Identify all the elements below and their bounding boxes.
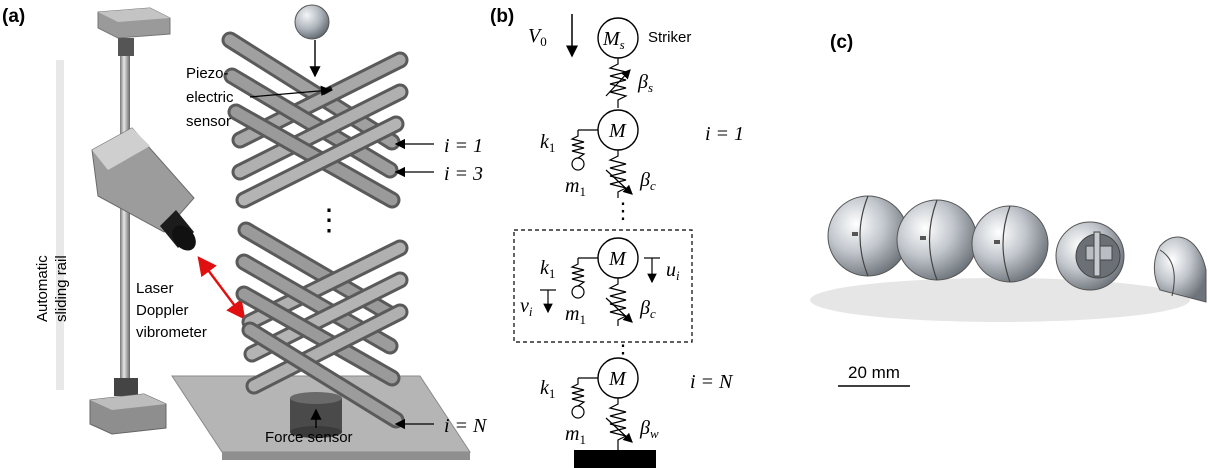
beta-w-symbol: βw bbox=[639, 417, 659, 441]
sphere-2 bbox=[896, 199, 978, 281]
small-mass-unit-n bbox=[571, 405, 585, 419]
force-sensor bbox=[290, 392, 342, 438]
m-unit-1: M bbox=[608, 120, 627, 142]
hemisphere bbox=[1153, 236, 1207, 303]
rod-upper-3 bbox=[223, 67, 399, 179]
unit-i-box bbox=[513, 229, 693, 343]
rod-ellipsis: ⋮ bbox=[314, 204, 344, 237]
rod-stack-lower bbox=[235, 221, 409, 429]
rail-pole bbox=[120, 56, 130, 396]
sphere-shadow bbox=[810, 278, 1190, 322]
m1-unit-n: m1 bbox=[565, 423, 586, 447]
rail-label-sliding: sliding rail bbox=[53, 255, 70, 322]
rod-upper-1 bbox=[221, 31, 401, 151]
spring-k1-unit-1 bbox=[570, 130, 586, 159]
striker-label: Striker bbox=[648, 29, 691, 46]
k1-unit-i: k1 bbox=[540, 257, 555, 281]
spring-beta-c-unit-1 bbox=[605, 150, 633, 198]
spring-k1-unit-n bbox=[570, 378, 586, 407]
laser-beam-arrow bbox=[197, 256, 246, 320]
piezo-label-1: Piezo- bbox=[186, 65, 229, 82]
panel-a: (a) bbox=[2, 4, 488, 460]
index-n-label: i = N bbox=[444, 415, 488, 437]
rail-shadow bbox=[56, 60, 64, 390]
m1-unit-1: m1 bbox=[565, 175, 586, 199]
m1-unit-i: m1 bbox=[565, 303, 586, 327]
small-mass-unit-1 bbox=[571, 157, 585, 171]
m-unit-n: M bbox=[608, 368, 627, 390]
eq-unit-n: i = N bbox=[690, 371, 734, 393]
sphere-1 bbox=[827, 195, 909, 277]
laser-label-2: Doppler bbox=[136, 302, 189, 319]
rod-stack-upper bbox=[221, 31, 409, 209]
index-3-label: i = 3 bbox=[444, 163, 483, 185]
panel-b: (b) V0 Ms Striker βs M i = 1 k1 m1 βc ⋮ bbox=[490, 6, 744, 468]
striker-ball bbox=[294, 4, 330, 40]
eq-unit-1: i = 1 bbox=[705, 123, 744, 145]
force-sensor-bottom bbox=[290, 426, 342, 438]
rail-bottom-face bbox=[90, 394, 166, 410]
force-sensor-top bbox=[290, 392, 342, 404]
base-plate-edge bbox=[222, 452, 470, 460]
k1-unit-1: k1 bbox=[540, 131, 555, 155]
v-symbol: vi bbox=[520, 295, 533, 319]
piezo-label-2: electric bbox=[186, 89, 234, 106]
spring-beta-s bbox=[605, 58, 631, 108]
sphere-3 bbox=[971, 205, 1049, 283]
vibrometer-top bbox=[92, 128, 150, 170]
vibrometer-lens-tip bbox=[172, 225, 196, 251]
chain-ellipsis-top: ⋮ bbox=[612, 198, 634, 223]
laser-vibrometer bbox=[91, 127, 196, 251]
force-sensor-label: Force sensor bbox=[265, 429, 353, 446]
rod-lower-6 bbox=[245, 303, 409, 395]
v0-symbol: V0 bbox=[528, 25, 547, 49]
beta-c-unit-i: βc bbox=[639, 297, 656, 321]
panel-b-label: (b) bbox=[490, 6, 514, 27]
k1-unit-n: k1 bbox=[540, 377, 555, 401]
panel-a-label: (a) bbox=[2, 6, 25, 27]
spring-k1-unit-i bbox=[570, 258, 586, 287]
u-symbol: ui bbox=[666, 259, 680, 283]
spring-beta-c-unit-i bbox=[605, 278, 633, 326]
piezo-pointer bbox=[249, 85, 332, 98]
rail-label-automatic: Automatic bbox=[34, 255, 51, 322]
rail-top-collar bbox=[118, 38, 134, 56]
sliding-rail bbox=[56, 7, 171, 435]
rod-upper-4 bbox=[231, 83, 409, 181]
wall-base bbox=[574, 450, 656, 468]
beta-c-unit-1: βc bbox=[639, 169, 656, 193]
index-1-label: i = 1 bbox=[444, 135, 483, 157]
rail-top-face bbox=[98, 8, 170, 22]
rail-bottom-collar bbox=[114, 378, 138, 396]
panel-c: (c) 20 mm bbox=[810, 32, 1207, 387]
ms-symbol: Ms bbox=[602, 28, 625, 52]
laser-label-1: Laser bbox=[136, 280, 174, 297]
spring-beta-w bbox=[605, 398, 633, 450]
beta-s-symbol: βs bbox=[637, 71, 653, 95]
laser-label-3: vibrometer bbox=[136, 324, 207, 341]
rod-lower-5 bbox=[235, 285, 401, 387]
rod-upper-6 bbox=[235, 115, 405, 209]
panel-c-label: (c) bbox=[830, 32, 853, 53]
sphere-open bbox=[1055, 221, 1125, 291]
m-unit-i: M bbox=[608, 248, 627, 270]
small-mass-unit-i bbox=[571, 285, 585, 299]
rod-lower-7 bbox=[241, 321, 405, 429]
piezo-label-3: sensor bbox=[186, 113, 231, 130]
scale-bar-label: 20 mm bbox=[848, 363, 900, 382]
